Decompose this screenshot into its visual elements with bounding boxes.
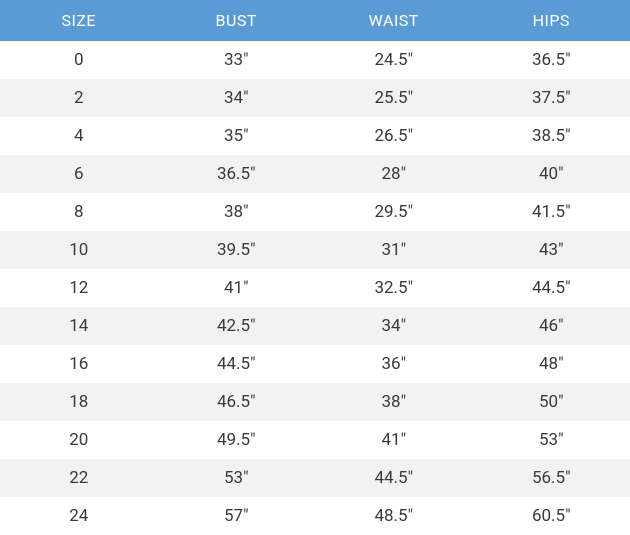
table-cell: 6 — [0, 155, 158, 193]
size-chart-body: 033"24.5"36.5"234"25.5"37.5"435"26.5"38.… — [0, 41, 630, 535]
table-cell: 39.5" — [158, 231, 316, 269]
table-cell: 36.5" — [158, 155, 316, 193]
table-cell: 53" — [158, 459, 316, 497]
table-row: 1846.5"38"50" — [0, 383, 630, 421]
table-cell: 43" — [473, 231, 630, 269]
table-cell: 41" — [315, 421, 473, 459]
table-row: 1241"32.5"44.5" — [0, 269, 630, 307]
table-cell: 12 — [0, 269, 158, 307]
table-cell: 32.5" — [315, 269, 473, 307]
table-cell: 50" — [473, 383, 630, 421]
table-cell: 24 — [0, 497, 158, 535]
table-row: 033"24.5"36.5" — [0, 41, 630, 79]
table-cell: 16 — [0, 345, 158, 383]
table-row: 2049.5"41"53" — [0, 421, 630, 459]
table-cell: 31" — [315, 231, 473, 269]
table-cell: 41" — [158, 269, 316, 307]
table-cell: 25.5" — [315, 79, 473, 117]
table-cell: 38" — [158, 193, 316, 231]
table-cell: 49.5" — [158, 421, 316, 459]
table-cell: 44.5" — [158, 345, 316, 383]
table-cell: 37.5" — [473, 79, 630, 117]
table-cell: 4 — [0, 117, 158, 155]
table-cell: 56.5" — [473, 459, 630, 497]
table-cell: 48" — [473, 345, 630, 383]
table-cell: 8 — [0, 193, 158, 231]
table-cell: 22 — [0, 459, 158, 497]
table-cell: 60.5" — [473, 497, 630, 535]
table-cell: 34" — [158, 79, 316, 117]
table-cell: 35" — [158, 117, 316, 155]
col-header-waist: WAIST — [315, 0, 473, 41]
table-cell: 53" — [473, 421, 630, 459]
table-cell: 38.5" — [473, 117, 630, 155]
table-cell: 14 — [0, 307, 158, 345]
table-cell: 38" — [315, 383, 473, 421]
table-cell: 29.5" — [315, 193, 473, 231]
size-chart-table: SIZE BUST WAIST HIPS 033"24.5"36.5"234"2… — [0, 0, 630, 535]
table-cell: 44.5" — [473, 269, 630, 307]
table-cell: 44.5" — [315, 459, 473, 497]
col-header-size: SIZE — [0, 0, 158, 41]
col-header-hips: HIPS — [473, 0, 630, 41]
table-row: 838"29.5"41.5" — [0, 193, 630, 231]
col-header-bust: BUST — [158, 0, 316, 41]
table-row: 636.5"28"40" — [0, 155, 630, 193]
table-cell: 24.5" — [315, 41, 473, 79]
table-cell: 18 — [0, 383, 158, 421]
table-cell: 28" — [315, 155, 473, 193]
table-cell: 34" — [315, 307, 473, 345]
table-row: 2457"48.5"60.5" — [0, 497, 630, 535]
table-cell: 48.5" — [315, 497, 473, 535]
table-row: 1442.5"34"46" — [0, 307, 630, 345]
table-row: 1039.5"31"43" — [0, 231, 630, 269]
table-cell: 46.5" — [158, 383, 316, 421]
table-cell: 26.5" — [315, 117, 473, 155]
table-cell: 46" — [473, 307, 630, 345]
table-row: 1644.5"36"48" — [0, 345, 630, 383]
table-cell: 41.5" — [473, 193, 630, 231]
table-cell: 33" — [158, 41, 316, 79]
table-cell: 42.5" — [158, 307, 316, 345]
table-cell: 0 — [0, 41, 158, 79]
table-cell: 2 — [0, 79, 158, 117]
table-cell: 40" — [473, 155, 630, 193]
table-row: 234"25.5"37.5" — [0, 79, 630, 117]
table-cell: 20 — [0, 421, 158, 459]
table-cell: 36.5" — [473, 41, 630, 79]
table-cell: 36" — [315, 345, 473, 383]
table-header-row: SIZE BUST WAIST HIPS — [0, 0, 630, 41]
table-cell: 57" — [158, 497, 316, 535]
table-row: 2253"44.5"56.5" — [0, 459, 630, 497]
table-row: 435"26.5"38.5" — [0, 117, 630, 155]
table-cell: 10 — [0, 231, 158, 269]
